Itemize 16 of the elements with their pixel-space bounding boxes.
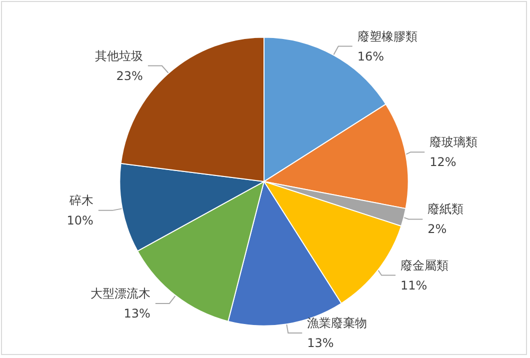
slice-label: 廢玻璃類 (430, 135, 478, 150)
slice-label: 大型漂流木 (90, 286, 150, 300)
data-label: 11% (400, 278, 428, 292)
slice-label: 廢金屬類 (400, 258, 449, 272)
data-label: 13% (307, 336, 334, 350)
slice-label: 廢塑橡膠類 (357, 29, 418, 44)
slice-label: 廢紙類 (428, 202, 464, 216)
data-label: 2% (428, 222, 447, 236)
data-label: 13% (124, 306, 150, 320)
slice-label: 漁業廢棄物 (307, 316, 368, 330)
data-label: 10% (66, 213, 94, 228)
data-label: 16% (357, 49, 384, 64)
slice-label: 其他垃圾 (94, 48, 143, 63)
data-label: 23% (116, 68, 143, 83)
data-label: 12% (430, 155, 456, 170)
slice-label: 碎木 (68, 193, 94, 208)
